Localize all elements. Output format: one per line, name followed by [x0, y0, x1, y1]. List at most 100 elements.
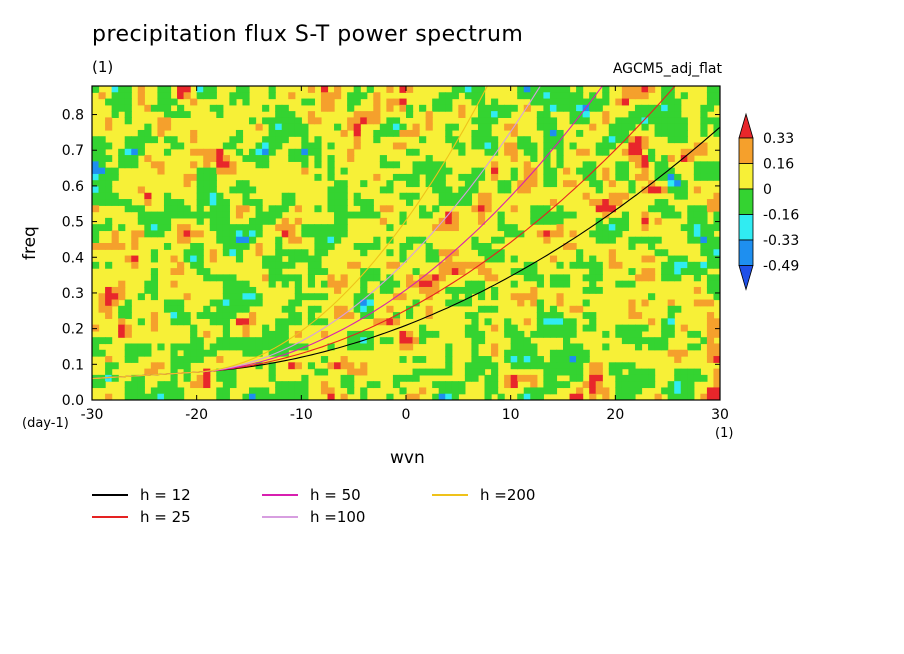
field-cell: [288, 224, 296, 232]
field-cell: [399, 249, 407, 257]
field-cell: [589, 318, 597, 326]
field-cell: [706, 98, 715, 106]
field-cell: [674, 274, 682, 282]
field-cell: [445, 167, 453, 175]
field-cell: [320, 104, 329, 112]
field-cell: [235, 243, 244, 250]
field-cell: [451, 261, 459, 269]
field-cell: [163, 86, 172, 93]
field-cell: [432, 274, 440, 282]
field-cell: [680, 180, 688, 188]
field-cell: [510, 155, 518, 162]
field-cell: [203, 186, 211, 194]
field-cell: [687, 261, 695, 269]
field-cell: [523, 104, 531, 112]
field-cell: [661, 155, 669, 162]
field-cell: [229, 230, 237, 238]
field-cell: [294, 318, 302, 326]
field-cell: [464, 286, 473, 294]
field-cell: [589, 324, 597, 332]
field-cell: [366, 381, 374, 389]
field-cell: [595, 186, 603, 194]
field-cell: [608, 199, 616, 206]
field-cell: [92, 236, 100, 244]
field-cell: [451, 299, 459, 307]
field-cell: [412, 161, 420, 169]
field-cell: [275, 249, 283, 257]
field-cell: [425, 286, 433, 294]
field-cell: [438, 393, 446, 400]
field-cell: [484, 129, 492, 137]
field-cell: [144, 104, 152, 112]
field-cell: [307, 312, 316, 319]
field-cell: [432, 173, 440, 181]
colorbar-segment: [738, 239, 754, 266]
field-cell: [229, 299, 237, 307]
field-cell: [249, 236, 257, 244]
field-cell: [105, 180, 113, 188]
y-tick-label: 0.2: [62, 322, 84, 338]
field-cell: [674, 211, 682, 219]
field-cell: [706, 255, 715, 263]
field-cell: [170, 368, 178, 376]
field-cell: [674, 111, 682, 118]
field-cell: [98, 192, 106, 200]
field-cell: [530, 330, 538, 338]
field-cell: [399, 98, 407, 106]
field-cell: [458, 148, 466, 156]
field-cell: [314, 117, 322, 125]
field-cell: [327, 230, 335, 238]
field-cell: [510, 104, 518, 112]
field-cell: [124, 136, 132, 144]
field-cell: [301, 123, 309, 131]
field-cell: [275, 243, 283, 250]
field-cell: [105, 192, 113, 200]
field-cell: [543, 129, 551, 137]
field-cell: [347, 330, 355, 338]
field-cell: [523, 318, 531, 326]
field-cell: [504, 111, 512, 118]
field-cell: [615, 129, 623, 137]
field-cell: [131, 243, 139, 250]
field-cell: [412, 299, 420, 307]
field-cell: [556, 330, 564, 338]
field-cell: [183, 318, 191, 326]
field-cell: [543, 173, 551, 181]
field-cell: [334, 186, 342, 194]
field-cell: [608, 142, 616, 150]
field-cell: [491, 255, 499, 263]
field-cell: [608, 136, 616, 144]
field-cell: [602, 142, 610, 150]
field-cell: [680, 381, 688, 389]
field-cell: [648, 343, 656, 351]
field-cell: [589, 268, 597, 275]
field-cell: [628, 268, 636, 275]
field-cell: [249, 148, 257, 156]
field-cell: [399, 293, 407, 301]
field-cell: [275, 381, 283, 389]
field-cell: [216, 236, 224, 244]
field-cell: [242, 192, 250, 200]
field-cell: [563, 330, 571, 338]
field-cell: [131, 136, 139, 144]
field-cell: [216, 318, 224, 326]
field-cell: [229, 286, 237, 294]
field-cell: [183, 173, 191, 181]
field-cell: [190, 211, 198, 219]
field-cell: [556, 161, 564, 169]
field-cell: [563, 167, 571, 175]
field-cell: [641, 86, 649, 93]
field-cell: [373, 318, 381, 326]
field-cell: [229, 274, 237, 282]
field-cell: [504, 224, 512, 232]
field-cell: [661, 111, 669, 118]
field-cell: [150, 230, 159, 238]
field-cell: [706, 236, 715, 244]
field-cell: [438, 186, 446, 194]
field-cell: [406, 243, 414, 250]
field-cell: [157, 224, 165, 232]
field-cell: [183, 92, 191, 100]
field-cell: [510, 224, 518, 232]
field-cell: [648, 368, 656, 376]
field-cell: [334, 230, 342, 238]
